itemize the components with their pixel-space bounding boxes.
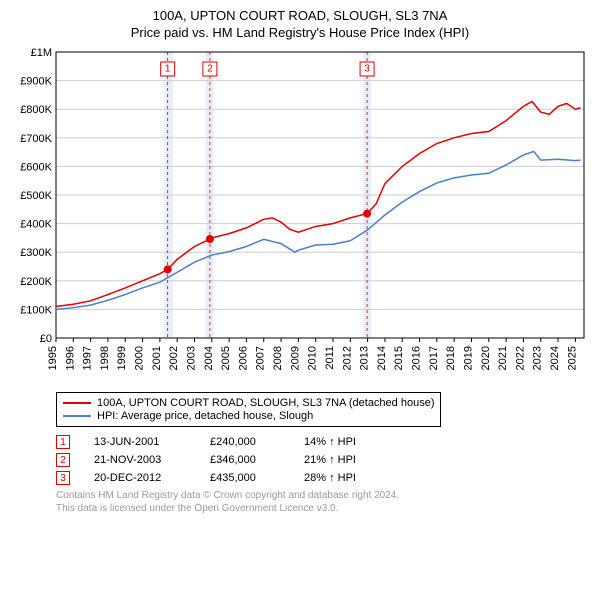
transaction-row: 3 20-DEC-2012 £435,000 28% ↑ HPI bbox=[56, 471, 590, 485]
chart-svg: £0 £100K £200K £300K £400K £500K £600K £700K £80… bbox=[10, 46, 590, 386]
svg-text:2011: 2011 bbox=[324, 346, 336, 370]
chart: £0 £100K £200K £300K £400K £500K £600K £700K £80… bbox=[10, 46, 590, 386]
chart-container: 100A, UPTON COURT ROAD, SLOUGH, SL3 7NA … bbox=[0, 0, 600, 590]
tx-pct: 28% ↑ HPI bbox=[304, 472, 394, 484]
svg-text:2009: 2009 bbox=[289, 346, 301, 370]
title-block: 100A, UPTON COURT ROAD, SLOUGH, SL3 7NA … bbox=[10, 8, 590, 40]
legend-label: HPI: Average price, detached house, Slou… bbox=[97, 410, 313, 422]
svg-text:2005: 2005 bbox=[220, 346, 232, 370]
svg-text:£400K: £400K bbox=[20, 219, 52, 231]
svg-text:£900K: £900K bbox=[20, 76, 52, 88]
svg-text:1996: 1996 bbox=[64, 346, 76, 370]
footer-line: This data is licensed under the Open Gov… bbox=[56, 502, 590, 515]
tx-date: 20-DEC-2012 bbox=[94, 472, 186, 484]
svg-text:£700K: £700K bbox=[20, 133, 52, 145]
svg-text:2019: 2019 bbox=[462, 346, 474, 370]
tx-marker: 3 bbox=[56, 471, 70, 485]
svg-text:£200K: £200K bbox=[20, 276, 52, 288]
title-sub: Price paid vs. HM Land Registry's House … bbox=[10, 25, 590, 40]
svg-text:2004: 2004 bbox=[203, 346, 215, 370]
transaction-row: 1 13-JUN-2001 £240,000 14% ↑ HPI bbox=[56, 435, 590, 449]
svg-text:2007: 2007 bbox=[255, 346, 267, 370]
svg-text:2018: 2018 bbox=[445, 346, 457, 370]
tx-pct: 21% ↑ HPI bbox=[304, 454, 394, 466]
svg-text:2008: 2008 bbox=[272, 346, 284, 370]
tx-marker: 2 bbox=[56, 453, 70, 467]
tx-price: £346,000 bbox=[210, 454, 280, 466]
svg-text:£0: £0 bbox=[40, 333, 52, 345]
svg-text:1: 1 bbox=[165, 64, 171, 75]
tx-date: 13-JUN-2001 bbox=[94, 436, 186, 448]
svg-text:2001: 2001 bbox=[151, 346, 163, 370]
svg-text:£600K: £600K bbox=[20, 161, 52, 173]
svg-text:1995: 1995 bbox=[47, 346, 59, 370]
svg-text:£800K: £800K bbox=[20, 104, 52, 116]
svg-text:2016: 2016 bbox=[411, 346, 423, 370]
svg-text:2024: 2024 bbox=[549, 346, 561, 370]
svg-text:2006: 2006 bbox=[237, 346, 249, 370]
svg-text:2020: 2020 bbox=[480, 346, 492, 370]
legend: 100A, UPTON COURT ROAD, SLOUGH, SL3 7NA … bbox=[56, 392, 441, 427]
legend-row: HPI: Average price, detached house, Slou… bbox=[63, 410, 434, 422]
legend-row: 100A, UPTON COURT ROAD, SLOUGH, SL3 7NA … bbox=[63, 397, 434, 409]
svg-text:2025: 2025 bbox=[566, 346, 578, 370]
legend-label: 100A, UPTON COURT ROAD, SLOUGH, SL3 7NA … bbox=[97, 397, 434, 409]
svg-text:2014: 2014 bbox=[376, 346, 388, 370]
transactions-table: 1 13-JUN-2001 £240,000 14% ↑ HPI 2 21-NO… bbox=[56, 435, 590, 485]
svg-text:2021: 2021 bbox=[497, 346, 509, 370]
svg-text:£1M: £1M bbox=[31, 47, 52, 59]
svg-text:2022: 2022 bbox=[514, 346, 526, 370]
svg-text:2010: 2010 bbox=[307, 346, 319, 370]
legend-swatch bbox=[63, 402, 91, 404]
svg-text:2003: 2003 bbox=[185, 346, 197, 370]
footer: Contains HM Land Registry data © Crown c… bbox=[56, 489, 590, 515]
legend-swatch bbox=[63, 415, 91, 417]
svg-text:£300K: £300K bbox=[20, 247, 52, 259]
tx-price: £240,000 bbox=[210, 436, 280, 448]
tx-date: 21-NOV-2003 bbox=[94, 454, 186, 466]
tx-marker: 1 bbox=[56, 435, 70, 449]
svg-text:1999: 1999 bbox=[116, 346, 128, 370]
tx-price: £435,000 bbox=[210, 472, 280, 484]
svg-text:1998: 1998 bbox=[99, 346, 111, 370]
svg-text:2002: 2002 bbox=[168, 346, 180, 370]
svg-text:2023: 2023 bbox=[532, 346, 544, 370]
svg-text:2: 2 bbox=[207, 64, 213, 75]
title-main: 100A, UPTON COURT ROAD, SLOUGH, SL3 7NA bbox=[10, 8, 590, 23]
transaction-row: 2 21-NOV-2003 £346,000 21% ↑ HPI bbox=[56, 453, 590, 467]
svg-text:2013: 2013 bbox=[359, 346, 371, 370]
svg-text:3: 3 bbox=[364, 64, 370, 75]
svg-text:2015: 2015 bbox=[393, 346, 405, 370]
svg-text:2017: 2017 bbox=[428, 346, 440, 370]
footer-line: Contains HM Land Registry data © Crown c… bbox=[56, 489, 590, 502]
svg-text:2000: 2000 bbox=[134, 346, 146, 370]
svg-text:£100K: £100K bbox=[20, 304, 52, 316]
svg-text:1997: 1997 bbox=[82, 346, 94, 370]
svg-text:£500K: £500K bbox=[20, 190, 52, 202]
svg-text:2012: 2012 bbox=[341, 346, 353, 370]
tx-pct: 14% ↑ HPI bbox=[304, 436, 394, 448]
